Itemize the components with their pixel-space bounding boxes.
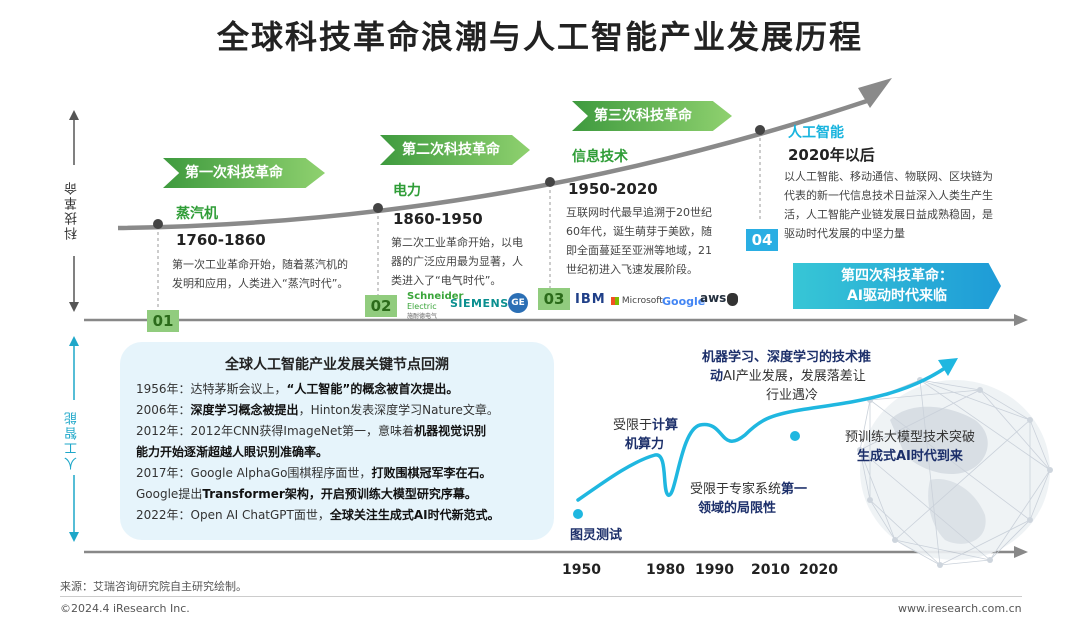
ai-development-curve	[576, 366, 947, 502]
x-tick-1990: 1990	[695, 562, 734, 578]
revolution-4-tech: 人工智能	[788, 125, 844, 141]
revolution-2-tech: 电力	[393, 183, 421, 199]
key-node-text: 全球关注生成式AI时代新范式。	[329, 508, 500, 522]
key-node-line: 2022年：Open AI ChatGPT面世，全球关注生成式AI时代新范式。	[136, 505, 500, 526]
ge-logo: GE	[508, 293, 528, 313]
key-node-text: 2022年：Open AI ChatGPT面世，	[136, 508, 330, 522]
x-tick-1950: 1950	[562, 562, 601, 578]
key-nodes-panel	[120, 342, 554, 540]
revolution-4-years: 2020年以后	[788, 146, 875, 164]
key-node-text: 打败围棋冠军李在石。	[371, 466, 492, 480]
revolution-2-desc: 第二次工业革命开始，以电 器的广泛应用最为显著，人 类进入了“电气时代”。	[391, 236, 523, 287]
ai-curve-arrowhead	[938, 358, 958, 376]
x-tick-1980: 1980	[646, 562, 685, 578]
aws-logo: aws	[700, 291, 727, 305]
revolution-3-number: 03	[538, 288, 570, 310]
key-node-line: 能力开始逐渐超越人眼识别准确率。	[136, 442, 500, 463]
key-node-line: 2012年：2012年CNN获得ImageNet第一，意味着机器视觉识别	[136, 421, 500, 442]
generative-ai-label: 预训练大模型技术突破 生成式AI时代到来	[845, 430, 976, 464]
source-note: 来源：艾瑞咨询研究院自主研究绘制。	[60, 580, 247, 593]
revolution-3-tech: 信息技术	[572, 149, 628, 165]
siemens-logo: SIEMENS	[450, 297, 509, 310]
revolution-3-dot	[545, 177, 555, 187]
key-node-line: 2017年：Google AlphaGo围棋程序面世，打败围棋冠军李在石。	[136, 463, 500, 484]
axis-label-tech-revolution: 科技革命	[65, 180, 80, 240]
generative-dot	[790, 431, 800, 441]
globe-network-graphic	[857, 377, 1053, 568]
key-node-text: 2012年：2012年CNN获得ImageNet第一，意味着	[136, 424, 415, 438]
revolution-2-number: 02	[365, 295, 397, 317]
turing-dot	[573, 509, 583, 519]
growth-curve-arrowhead	[858, 78, 892, 108]
copyright: ©2024.4 iResearch Inc.	[60, 602, 190, 615]
key-node-text: 2017年：Google AlphaGo围棋程序面世，	[136, 466, 372, 480]
schneider-logo: Schneider Electric 施耐德电气	[407, 291, 464, 321]
turing-test-label: 图灵测试	[570, 528, 623, 543]
revolution-1-tag: 第一次科技革命	[163, 158, 325, 188]
x-tick-2010: 2010	[751, 562, 790, 578]
microsoft-icon	[611, 296, 619, 305]
revolution-1-years: 1760-1860	[176, 231, 266, 249]
key-node-text: 机器视觉识别	[414, 424, 487, 438]
fourth-revolution-arrow: 第四次科技革命： AI驱动时代来临	[793, 263, 1001, 309]
axis-label-ai: 人工智能	[65, 410, 80, 470]
machine-learning-label: 机器学习、深度学习的技术推 动AI产业发展，发展落差让 行业遇冷	[702, 350, 872, 403]
fourth-revolution-line1: 第四次科技革命：	[841, 268, 953, 284]
key-node-text: Transformer架构，开启预训练大模型研究序幕。	[202, 487, 477, 501]
key-node-text: ，Hinton发表深度学习Nature文章。	[298, 403, 499, 417]
growth-curve	[117, 97, 871, 231]
website: www.iresearch.com.cn	[898, 602, 1022, 615]
key-node-text: “人工智能”的概念被首次提出。	[286, 382, 459, 396]
top-vertical-axis	[69, 110, 79, 312]
key-node-text: 能力开始逐渐超越人眼识别准确率。	[136, 445, 329, 459]
key-nodes-list: 1956年：达特茅斯会议上，“人工智能”的概念被首次提出。 2006年：深度学习概…	[136, 379, 500, 526]
compute-limit-label: 受限于计算 机算力	[613, 418, 679, 452]
footer-divider	[60, 596, 1022, 597]
revolution-3-desc: 互联网时代最早追溯于20世纪 60年代，诞生萌芽于美欧，随 即全面蔓延至亚洲等地域，…	[566, 206, 712, 276]
revolution-4-number: 04	[746, 229, 778, 251]
bottom-vertical-axis	[69, 336, 79, 542]
key-node-line: 2006年：深度学习概念被提出，Hinton发表深度学习Nature文章。	[136, 400, 500, 421]
revolution-3-tag: 第三次科技革命	[572, 101, 732, 131]
revolution-1-desc: 第一次工业革命开始，随着蒸汽机的 发明和应用，人类进入“蒸汽时代”。	[172, 258, 349, 290]
revolution-2-dot	[373, 203, 383, 213]
key-node-text: Google提出	[136, 487, 203, 501]
google-logo: Google	[662, 295, 706, 308]
page-title: 全球科技革命浪潮与人工智能产业发展历程	[216, 18, 863, 56]
revolution-4-dot	[755, 125, 765, 135]
key-node-text: 深度学习概念被提出	[190, 403, 299, 417]
bottom-horizontal-axis	[84, 546, 1028, 558]
revolution-1-number: 01	[147, 310, 179, 332]
revolution-4-desc: 以人工智能、移动通信、物联网、区块链为 代表的新一代信息技术日益深入人类生产生 活，…	[784, 170, 993, 240]
revolution-2-tag: 第二次科技革命	[380, 135, 530, 165]
revolution-2-years: 1860-1950	[393, 210, 483, 228]
key-node-text: 2006年：	[136, 403, 191, 417]
top-horizontal-axis	[84, 314, 1028, 326]
microsoft-logo: Microsoft	[611, 296, 663, 306]
revolution-3-years: 1950-2020	[568, 180, 658, 198]
fourth-revolution-line2: AI驱动时代来临	[846, 288, 948, 304]
revolution-1-tech: 蒸汽机	[176, 206, 218, 222]
apple-icon	[727, 293, 738, 306]
expert-system-label: 受限于专家系统第一 领域的局限性	[690, 482, 808, 516]
key-node-line: 1956年：达特茅斯会议上，“人工智能”的概念被首次提出。	[136, 379, 500, 400]
revolution-1-dot	[153, 219, 163, 229]
x-tick-2020: 2020	[799, 562, 838, 578]
ibm-logo: IBM	[575, 292, 606, 307]
key-nodes-title: 全球人工智能产业发展关键节点回溯	[225, 357, 449, 373]
key-node-line: Google提出Transformer架构，开启预训练大模型研究序幕。	[136, 484, 500, 505]
key-node-text: 1956年：达特茅斯会议上，	[136, 382, 287, 396]
